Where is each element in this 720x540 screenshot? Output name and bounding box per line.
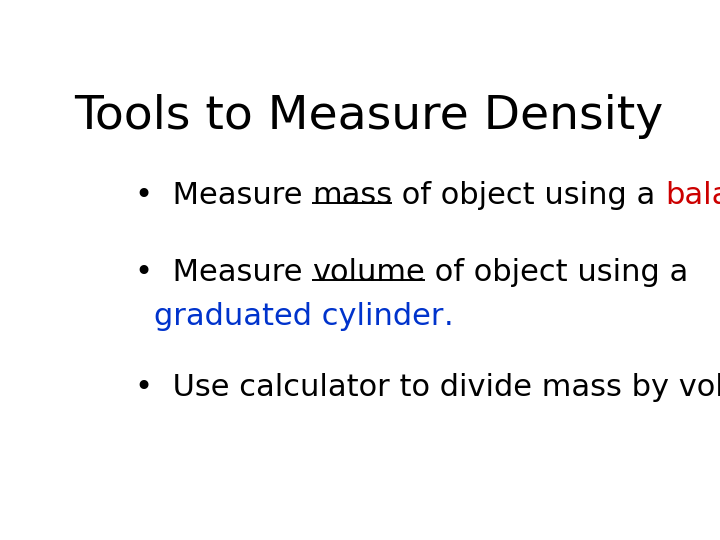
- Text: graduated cylinder: graduated cylinder: [154, 302, 444, 331]
- Text: balance: balance: [665, 181, 720, 210]
- Text: mass: mass: [312, 181, 392, 210]
- Text: Tools to Measure Density: Tools to Measure Density: [74, 94, 664, 139]
- Text: •  Measure: • Measure: [135, 258, 312, 287]
- Text: of object using a: of object using a: [392, 181, 665, 210]
- Text: •  Measure: • Measure: [135, 181, 312, 210]
- Text: of object using a: of object using a: [425, 258, 688, 287]
- Text: •  Use calculator to divide mass by volume.: • Use calculator to divide mass by volum…: [135, 373, 720, 402]
- Text: volume: volume: [312, 258, 425, 287]
- Text: .: .: [444, 302, 454, 331]
